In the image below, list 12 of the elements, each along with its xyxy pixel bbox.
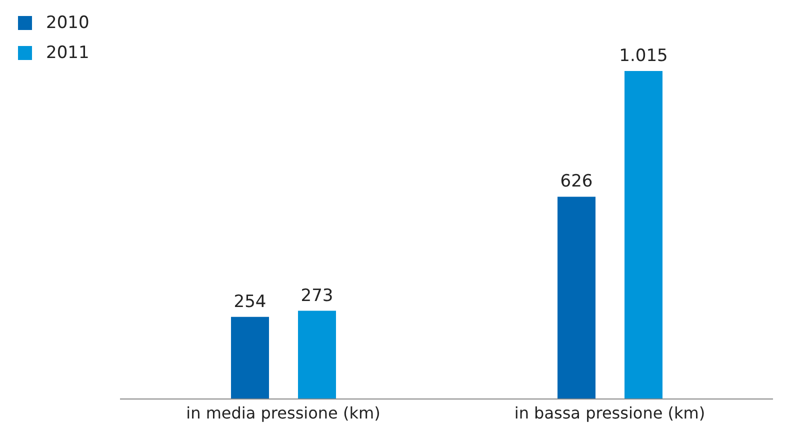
bar xyxy=(298,310,336,399)
bar xyxy=(558,196,596,399)
data-label: 1.015 xyxy=(619,46,668,66)
legend-label: 2010 xyxy=(46,13,90,33)
data-label: 273 xyxy=(300,286,334,306)
x-tick-label: in bassa pressione (km) xyxy=(514,403,706,422)
bar xyxy=(231,316,269,399)
data-label: 254 xyxy=(234,292,266,312)
bar xyxy=(624,71,662,399)
data-label: 626 xyxy=(560,172,593,192)
x-tick-label: in media pressione (km) xyxy=(186,403,380,422)
legend-label: 2011 xyxy=(46,43,90,63)
